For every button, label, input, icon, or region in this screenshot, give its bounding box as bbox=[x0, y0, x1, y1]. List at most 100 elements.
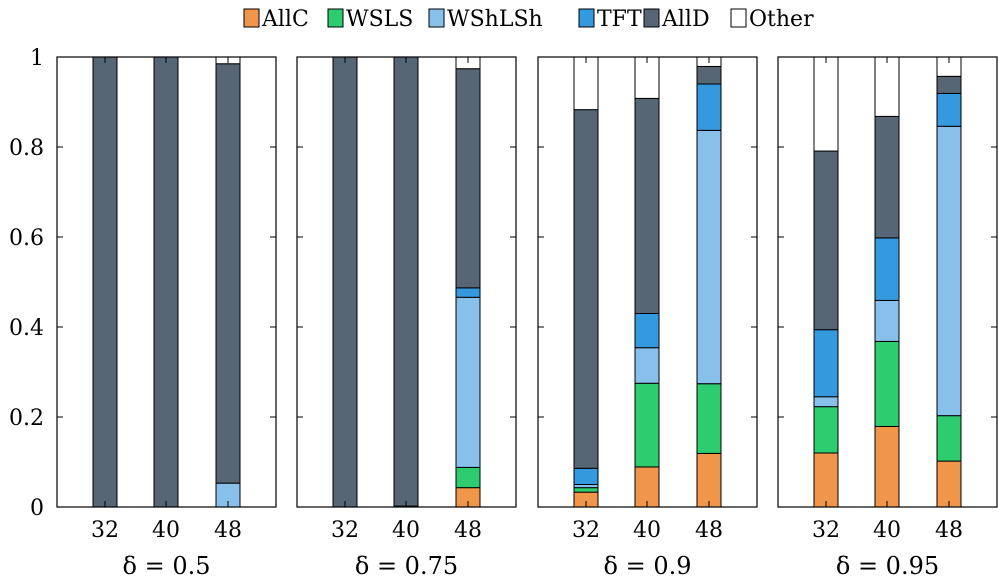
legend-swatch-tft bbox=[578, 8, 595, 28]
panel-label: δ = 0.9 bbox=[604, 552, 692, 580]
bar-segment-wsls bbox=[874, 340, 900, 427]
legend-label-allc: AllC bbox=[261, 7, 309, 32]
bar-segment-tft bbox=[813, 329, 839, 398]
x-tick-label: 40 bbox=[392, 518, 420, 543]
panel-frame bbox=[777, 56, 998, 508]
legend-entry-other: Other bbox=[730, 7, 814, 32]
bar-segment-wsls bbox=[573, 487, 599, 493]
bar-segment-alld bbox=[573, 109, 599, 469]
bar-segment-tft bbox=[696, 83, 722, 131]
bar-stack-48 bbox=[455, 56, 481, 508]
bar-segment-wshlsh bbox=[874, 299, 900, 342]
x-tick-label: 48 bbox=[214, 518, 242, 543]
legend: AllC WSLS WShLSh TFT AllD Other bbox=[243, 7, 814, 32]
y-tick-label: 0 bbox=[30, 496, 44, 521]
y-tick-label: 0.2 bbox=[9, 406, 44, 431]
panel-frame bbox=[537, 56, 758, 508]
y-tick-label: 0.6 bbox=[9, 226, 44, 251]
panel-frame bbox=[56, 56, 277, 508]
panel-3: 32 40 48δ = 0.9 bbox=[537, 56, 758, 580]
panel-label: δ = 0.75 bbox=[355, 552, 458, 580]
bar-stack-48 bbox=[215, 56, 241, 508]
y-tick-label: 1 bbox=[30, 46, 44, 71]
bar-segment-allc bbox=[874, 425, 900, 508]
bar-stack-48 bbox=[936, 56, 962, 508]
legend-entry-tft: TFT bbox=[578, 7, 642, 32]
panel-1: 32 40 48δ = 0.5 bbox=[56, 56, 277, 580]
legend-label-other: Other bbox=[749, 7, 814, 32]
bar-stack-40 bbox=[874, 56, 900, 508]
bar-segment-allc bbox=[696, 452, 722, 508]
panel-label: δ = 0.5 bbox=[123, 552, 211, 580]
bar-stack-32 bbox=[92, 56, 118, 508]
bar-segment-other bbox=[874, 56, 900, 117]
bar-segment-wshlsh bbox=[634, 347, 660, 384]
x-tick-label: 48 bbox=[935, 518, 963, 543]
bar-segment-wshlsh bbox=[455, 296, 481, 468]
x-tick-label: 32 bbox=[331, 518, 359, 543]
bar-segment-alld bbox=[332, 56, 358, 508]
bar-stack-40 bbox=[393, 56, 419, 508]
bar-segment-wshlsh bbox=[696, 129, 722, 385]
bar-segment-tft bbox=[573, 467, 599, 485]
bar-segment-tft bbox=[874, 237, 900, 301]
bar-segment-alld bbox=[936, 75, 962, 94]
bar-segment-alld bbox=[153, 56, 179, 508]
bar-stack-32 bbox=[332, 56, 358, 508]
bar-segment-alld bbox=[92, 56, 118, 508]
x-tick-label: 48 bbox=[695, 518, 723, 543]
bar-segment-other bbox=[573, 56, 599, 111]
legend-label-wshlsh: WShLSh bbox=[447, 7, 543, 32]
legend-label-alld: AllD bbox=[661, 7, 710, 32]
bar-segment-tft bbox=[936, 92, 962, 127]
x-tick-label: 32 bbox=[812, 518, 840, 543]
legend-entry-alld: AllD bbox=[643, 7, 710, 32]
bar-segment-alld bbox=[874, 115, 900, 239]
bar-segment-allc bbox=[634, 466, 660, 508]
bar-segment-wsls bbox=[936, 415, 962, 462]
x-tick-label: 40 bbox=[152, 518, 180, 543]
bar-segment-alld bbox=[455, 68, 481, 289]
bar-segment-wshlsh bbox=[936, 125, 962, 417]
bar-segment-alld bbox=[215, 63, 241, 484]
bar-segment-alld bbox=[393, 56, 419, 507]
legend-swatch-other bbox=[730, 8, 747, 28]
bar-segment-wsls bbox=[696, 383, 722, 454]
panel-2: 32 40 48 δ = 0.75 bbox=[296, 56, 517, 580]
bar-segment-wsls bbox=[634, 382, 660, 468]
bar-segment-allc bbox=[813, 452, 839, 508]
y-axis: 0 0.2 0.4 0.6 0.8 1 bbox=[9, 46, 44, 521]
legend-label-tft: TFT bbox=[597, 7, 642, 32]
legend-swatch-wshlsh bbox=[428, 8, 445, 28]
bar-segment-other bbox=[813, 56, 839, 152]
bar-segment-allc bbox=[936, 460, 962, 508]
x-tick-label: 32 bbox=[572, 518, 600, 543]
bar-stack-40 bbox=[153, 56, 179, 508]
legend-label-wsls: WSLS bbox=[346, 7, 413, 32]
bar-stack-48 bbox=[696, 56, 722, 508]
legend-swatch-alld bbox=[643, 8, 660, 28]
legend-entry-allc: AllC bbox=[243, 7, 309, 32]
bar-segment-other bbox=[634, 56, 660, 99]
x-tick-label: 32 bbox=[91, 518, 119, 543]
panel-4: 32 40 48 δ = 0.95 bbox=[777, 56, 998, 580]
legend-swatch-wsls bbox=[327, 8, 344, 28]
bar-segment-alld bbox=[634, 97, 660, 315]
bar-stack-32 bbox=[813, 56, 839, 508]
legend-swatch-allc bbox=[243, 8, 260, 28]
panel-frame bbox=[296, 56, 517, 508]
bar-segment-tft bbox=[634, 313, 660, 349]
bar-stack-32 bbox=[573, 56, 599, 508]
y-tick-label: 0.4 bbox=[9, 316, 44, 341]
bar-stack-40 bbox=[634, 56, 660, 508]
y-tick-label: 0.8 bbox=[9, 136, 44, 161]
legend-entry-wshlsh: WShLSh bbox=[428, 7, 543, 32]
bar-segment-alld bbox=[696, 65, 722, 85]
x-tick-label: 48 bbox=[454, 518, 482, 543]
x-tick-label: 40 bbox=[633, 518, 661, 543]
bar-segment-wsls bbox=[813, 406, 839, 454]
panel-label: δ = 0.95 bbox=[836, 552, 939, 580]
